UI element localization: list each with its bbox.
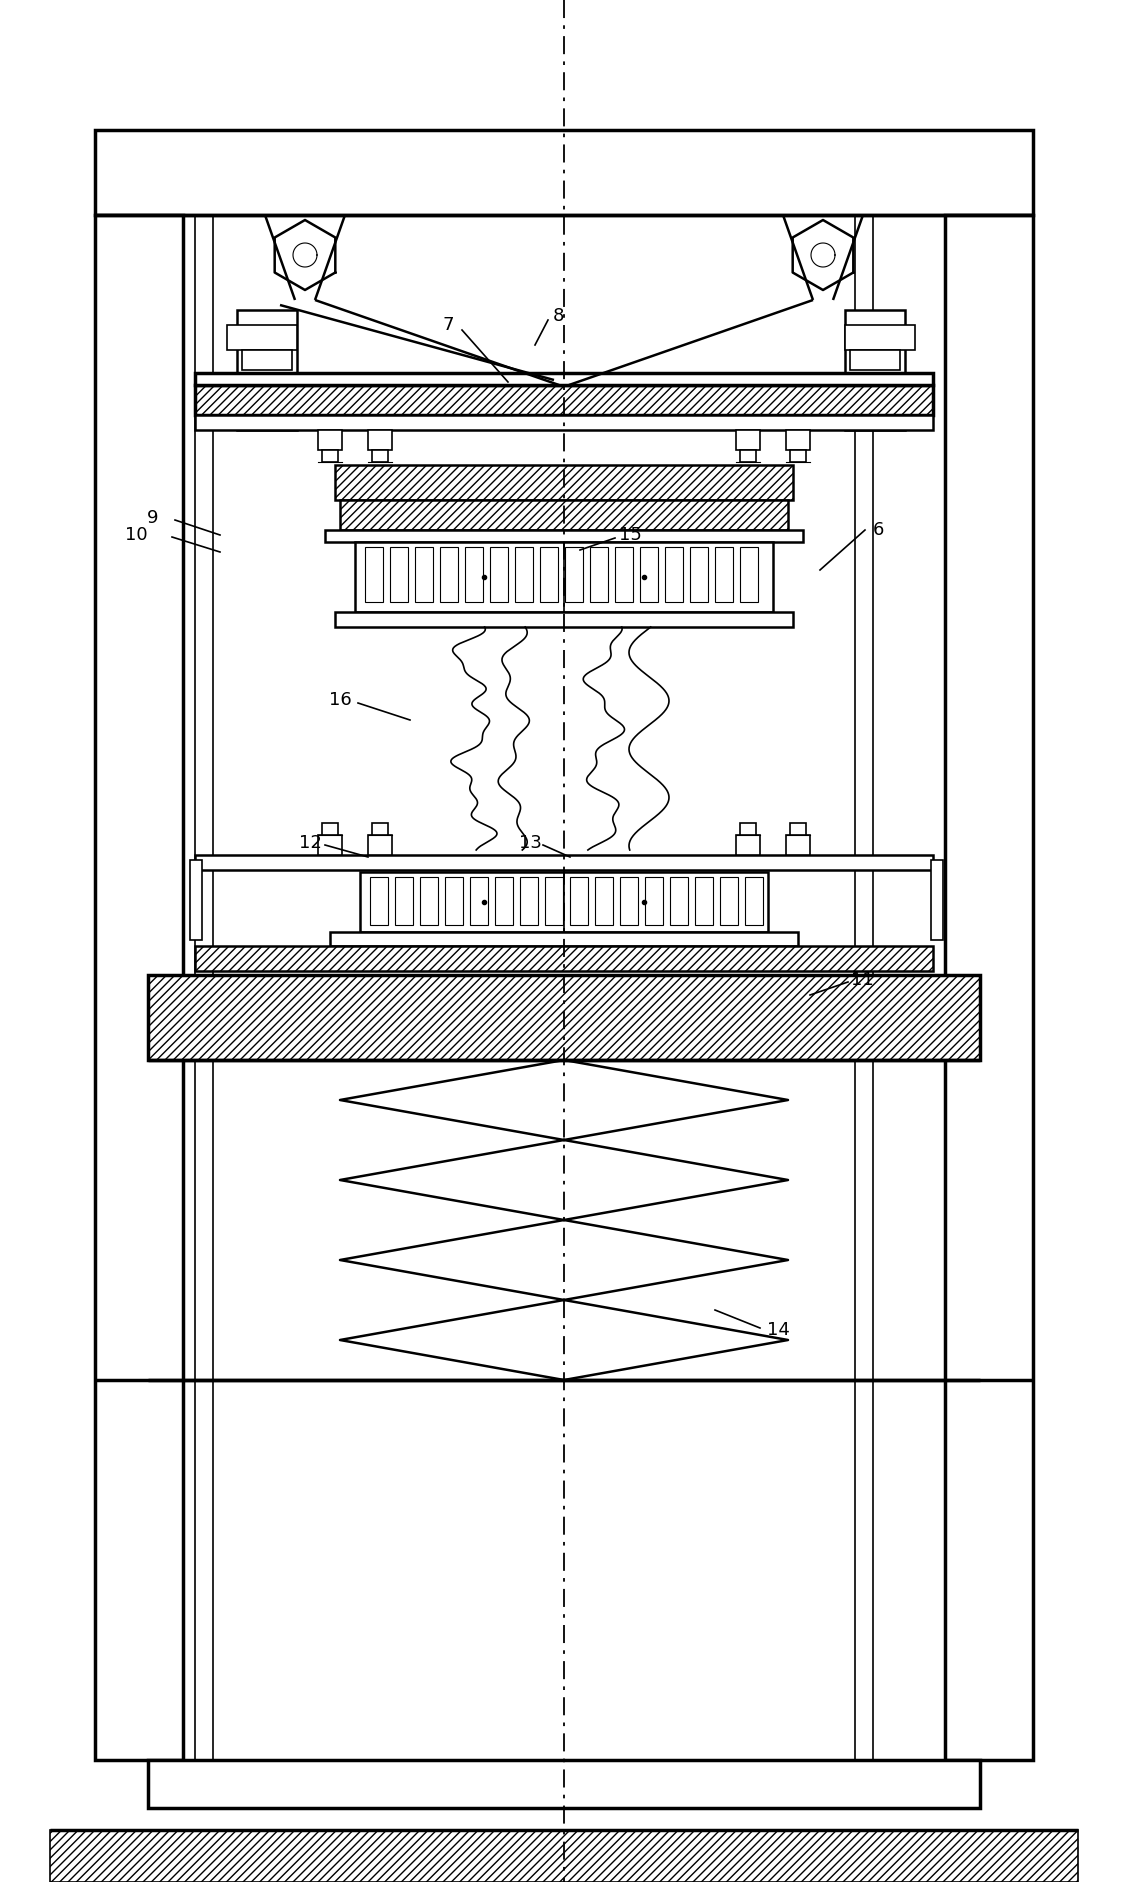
Bar [931, 860, 943, 939]
Bar [945, 215, 1033, 1760]
Bar [786, 836, 810, 854]
Text: 14: 14 [767, 1321, 790, 1338]
Bar [470, 877, 488, 924]
Bar [325, 531, 803, 542]
Text: 11: 11 [851, 971, 873, 990]
Bar [520, 877, 538, 924]
Bar [331, 932, 797, 947]
Bar [740, 548, 758, 602]
Text: 15: 15 [618, 525, 642, 544]
Bar [370, 877, 388, 924]
Bar [360, 871, 768, 932]
Bar [372, 450, 388, 461]
Bar [735, 429, 760, 450]
Bar [321, 450, 338, 461]
Bar [318, 836, 342, 854]
Bar [790, 822, 807, 836]
Bar [190, 860, 202, 939]
Text: 9: 9 [147, 508, 158, 527]
Bar [227, 326, 297, 350]
Bar [540, 548, 558, 602]
Bar [851, 350, 900, 371]
Bar [515, 548, 534, 602]
Bar [545, 877, 563, 924]
Bar [243, 350, 292, 371]
Bar [740, 822, 756, 836]
Text: 8: 8 [553, 307, 564, 326]
Bar [95, 215, 183, 1760]
Bar [318, 429, 342, 450]
Bar [695, 877, 713, 924]
Bar [495, 877, 513, 924]
Text: 7: 7 [442, 316, 453, 333]
Bar [715, 548, 733, 602]
Text: 10: 10 [125, 525, 148, 544]
Bar [368, 836, 393, 854]
Text: 12: 12 [299, 834, 321, 853]
Bar [420, 877, 438, 924]
Bar [740, 450, 756, 461]
Bar [95, 130, 1033, 215]
Bar [615, 548, 633, 602]
Bar [786, 429, 810, 450]
Bar [845, 326, 915, 350]
Bar [195, 947, 933, 971]
Bar [372, 822, 388, 836]
Bar [50, 1829, 1078, 1882]
Bar [790, 450, 807, 461]
Text: 16: 16 [328, 691, 352, 710]
Bar [670, 877, 688, 924]
Bar [720, 877, 738, 924]
Bar [335, 465, 793, 501]
Bar [446, 877, 462, 924]
Bar [395, 877, 413, 924]
Bar [735, 836, 760, 854]
Bar [666, 548, 682, 602]
Bar [565, 548, 583, 602]
Bar [148, 975, 980, 1060]
Bar [148, 1760, 980, 1809]
Bar [590, 548, 608, 602]
Bar [594, 877, 613, 924]
Bar [340, 501, 788, 531]
Bar [195, 416, 933, 429]
Bar [845, 311, 905, 429]
Bar [390, 548, 408, 602]
Bar [195, 386, 933, 416]
Bar [490, 548, 508, 602]
Bar [195, 373, 933, 386]
Bar [645, 877, 663, 924]
Bar [690, 548, 708, 602]
Bar [335, 612, 793, 627]
Bar [465, 548, 483, 602]
Bar [195, 854, 933, 869]
Bar [321, 822, 338, 836]
Bar [620, 877, 638, 924]
Bar [368, 429, 393, 450]
Bar [415, 548, 433, 602]
Bar [440, 548, 458, 602]
Bar [570, 877, 588, 924]
Bar [355, 542, 773, 612]
Bar [237, 311, 297, 429]
Bar [744, 877, 763, 924]
Bar [640, 548, 658, 602]
Bar [365, 548, 384, 602]
Text: 6: 6 [872, 521, 883, 538]
Text: 13: 13 [519, 834, 541, 853]
